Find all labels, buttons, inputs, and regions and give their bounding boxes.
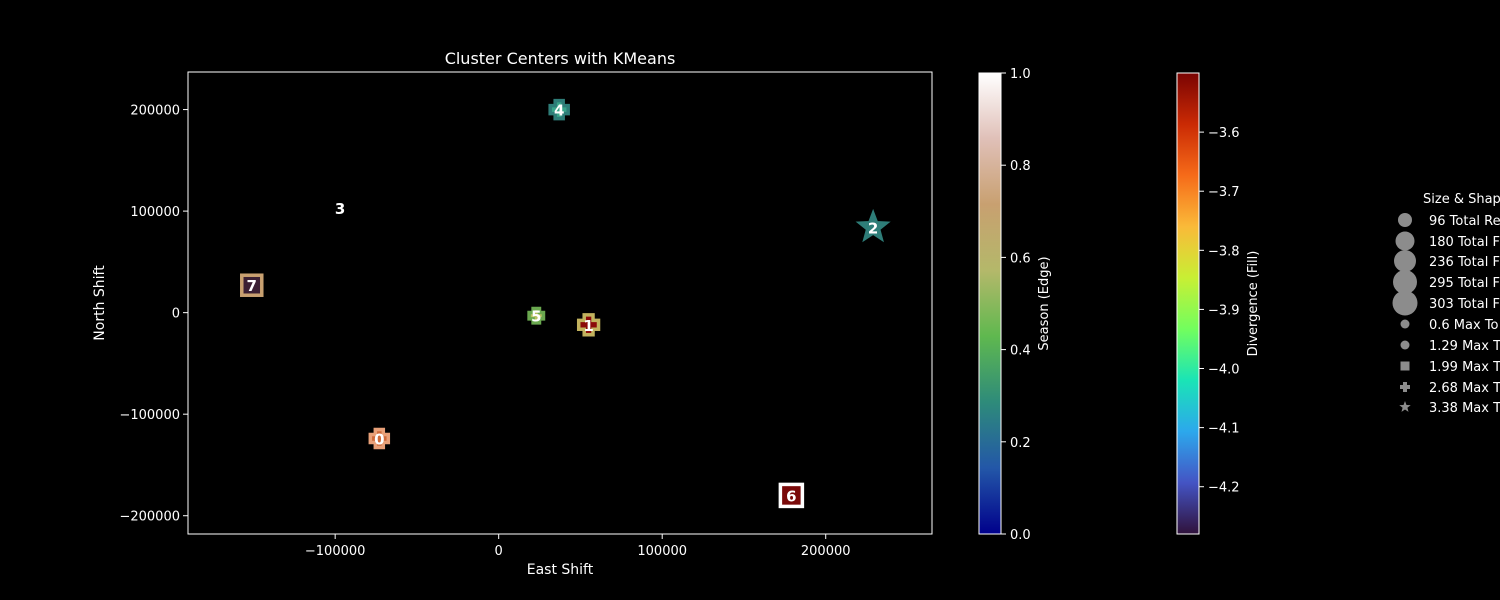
- x-tick-label: 0: [495, 544, 503, 559]
- legend-entry-label: 0.6 Max To: [1429, 318, 1499, 333]
- colorbar-divergence: −4.2 −4.1 −4.0 −3.9 −3.8 −3.7 −3.6 Divergence (…: [1176, 72, 1261, 535]
- colorbar-tick-label: −4.2: [1208, 481, 1240, 496]
- legend-marker: [1400, 319, 1410, 329]
- colorbar-tick-label: 0.6: [1010, 251, 1031, 266]
- colorbar-gradient: [978, 72, 1002, 535]
- colorbar-tick-label: 0.8: [1010, 159, 1031, 174]
- colorbar-label: Season (Edge): [1037, 256, 1052, 350]
- cluster-marker-1: [576, 313, 601, 337]
- legend-entry-label: 180 Total F: [1429, 235, 1500, 250]
- plot-area: −100000 0 100000 200000 −200000 −100000 0 1000…: [119, 71, 933, 559]
- colorbar-tick-label: −3.7: [1208, 185, 1240, 200]
- y-axis-label: North Shift: [92, 265, 108, 341]
- x-axis-ticks: −100000 0 100000 200000: [305, 534, 851, 559]
- legend-marker: [1399, 401, 1411, 412]
- y-tick-label: −200000: [119, 510, 180, 525]
- cluster-label-2: 2: [868, 219, 878, 237]
- legend-entry-label: 295 Total F: [1429, 276, 1500, 291]
- x-tick-label: −100000: [305, 544, 366, 559]
- legend-marker: [1395, 231, 1415, 251]
- cluster-label-0: 0: [374, 431, 384, 449]
- legend-marker: [1394, 250, 1416, 272]
- colorbar-tick-label: −3.6: [1208, 126, 1240, 141]
- cluster-marker-2: [855, 208, 891, 243]
- x-axis-label: East Shift: [527, 562, 594, 578]
- legend-entry-label: 236 Total F: [1429, 255, 1500, 270]
- cluster-marker-6: [778, 482, 805, 509]
- y-tick-label: 200000: [130, 104, 180, 119]
- cluster-label-6: 6: [786, 487, 796, 505]
- colorbar-tick-label: 0.4: [1010, 344, 1031, 359]
- cluster-label-1: 1: [583, 317, 593, 335]
- size-shape-legend: Size & Shap 96 Total Re 180 Total F 236 Tot…: [1392, 192, 1500, 416]
- colorbar-tick-label: −4.1: [1208, 422, 1240, 437]
- colorbar-tick-label: −4.0: [1208, 363, 1240, 378]
- legend-marker: [1400, 361, 1410, 371]
- x-tick-label: 100000: [637, 544, 687, 559]
- colorbar-label: Divergence (Fill): [1246, 251, 1261, 357]
- colorbar-tick-label: 0.0: [1010, 528, 1031, 543]
- legend-entry-label: 2.68 Max T: [1429, 381, 1500, 396]
- y-tick-label: 100000: [130, 205, 180, 220]
- cluster-label-4: 4: [554, 102, 564, 120]
- cluster-marker-0: [368, 427, 391, 450]
- colorbar-tick-label: −3.9: [1208, 303, 1240, 318]
- colorbar-tick-label: 1.0: [1010, 67, 1031, 82]
- y-tick-label: 0: [172, 307, 180, 322]
- legend-entry-label: 96 Total Re: [1429, 214, 1500, 229]
- colorbar-gradient: [1176, 72, 1200, 535]
- legend-entry-label: 303 Total F: [1429, 297, 1500, 312]
- legend-entry-label: 3.38 Max T: [1429, 401, 1500, 416]
- legend-marker: [1400, 382, 1410, 392]
- cluster-markers: 0 1 2 3 4 5 6 7: [240, 98, 891, 509]
- cluster-marker-4: [548, 98, 570, 121]
- legend-marker: [1393, 270, 1417, 294]
- legend-marker: [1392, 290, 1418, 316]
- legend-title: Size & Shap: [1423, 192, 1500, 207]
- plot-frame: [187, 71, 933, 535]
- cluster-label-3: 3: [335, 200, 345, 218]
- y-axis-ticks: −200000 −100000 0 100000 200000: [119, 104, 188, 525]
- colorbar-tick-label: 0.2: [1010, 436, 1031, 451]
- cluster-marker-5: [527, 306, 546, 325]
- cluster-marker-7: [240, 273, 264, 297]
- legend-entry-label: 1.99 Max T: [1429, 360, 1500, 375]
- colorbar-tick-label: −3.8: [1208, 244, 1240, 259]
- colorbar-season: 0.0 0.2 0.4 0.6 0.8 1.0 Season (Edge): [978, 67, 1052, 543]
- cluster-label-7: 7: [247, 277, 257, 295]
- legend-entry-label: 1.29 Max T: [1429, 339, 1500, 354]
- cluster-label-5: 5: [531, 308, 541, 326]
- legend-marker: [1400, 340, 1410, 350]
- chart-title: Cluster Centers with KMeans: [445, 49, 676, 68]
- x-tick-label: 200000: [801, 544, 851, 559]
- y-tick-label: −100000: [119, 408, 180, 423]
- legend-marker: [1398, 213, 1412, 227]
